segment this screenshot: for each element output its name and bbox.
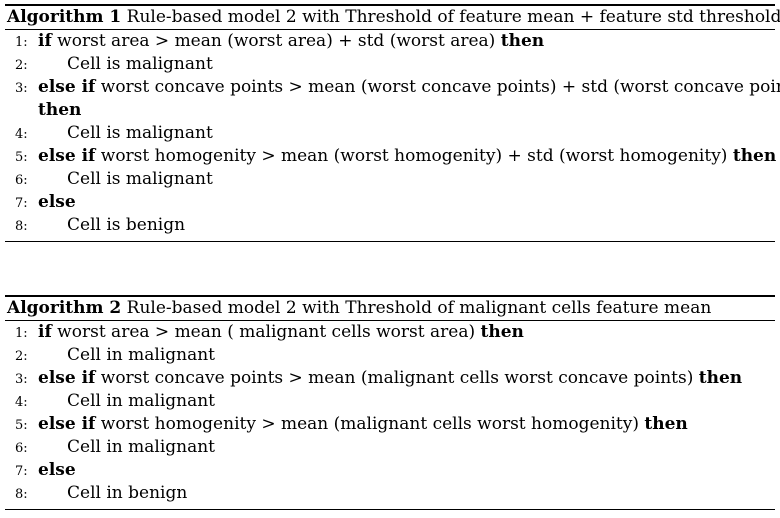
algorithm-line: 5: else if worst homogenity > mean (wors… bbox=[5, 145, 776, 168]
line-text: worst concave points > mean (malignant c… bbox=[95, 368, 699, 388]
line-text: Cell is benign bbox=[67, 215, 186, 235]
keyword: else bbox=[38, 460, 76, 480]
algorithm-line: 2: Cell is malignant bbox=[5, 53, 775, 76]
line-number: 2: bbox=[15, 58, 28, 73]
line-number: 7: bbox=[15, 196, 28, 211]
top-rule bbox=[5, 4, 775, 6]
caption-rule bbox=[5, 320, 775, 321]
line-code: then bbox=[38, 99, 81, 122]
line-text: Cell is malignant bbox=[67, 169, 213, 189]
line-text: worst concave points > mean (worst conca… bbox=[95, 77, 780, 97]
line-text: Cell in benign bbox=[67, 483, 188, 503]
algorithm-line: 8: Cell is benign bbox=[5, 214, 775, 237]
algorithm-label: Algorithm 1 bbox=[7, 7, 122, 27]
line-text: Cell in malignant bbox=[67, 345, 216, 365]
algorithm-line: 3: else if worst concave points > mean (… bbox=[5, 367, 775, 390]
keyword: else if bbox=[38, 368, 96, 388]
line-text: worst homogenity > mean (malignant cells… bbox=[95, 414, 645, 434]
algorithm-line: 2: Cell in malignant bbox=[5, 344, 775, 367]
line-number: 1: bbox=[15, 35, 28, 50]
algorithm-line-continuation: then bbox=[5, 99, 775, 122]
line-code: if worst area > mean (worst area) + std … bbox=[38, 30, 544, 53]
algorithm-caption: Algorithm 1 Rule-based model 2 with Thre… bbox=[5, 6, 780, 29]
algorithm-line: 6: Cell in malignant bbox=[5, 436, 775, 459]
line-code: Cell is malignant bbox=[67, 168, 213, 191]
algorithm-line: 3: else if worst concave points > mean (… bbox=[5, 76, 780, 99]
line-code: Cell is malignant bbox=[67, 122, 213, 145]
algorithm-line: 7: else bbox=[5, 459, 775, 482]
line-text: Cell in malignant bbox=[67, 437, 216, 457]
algorithm-2: Algorithm 2 Rule-based model 2 with Thre… bbox=[5, 295, 775, 510]
line-number: 1: bbox=[15, 326, 28, 341]
keyword: else bbox=[38, 192, 76, 212]
line-code: Cell in malignant bbox=[67, 390, 215, 413]
line-number: 2: bbox=[15, 349, 28, 364]
keyword: then bbox=[500, 31, 545, 51]
line-text: Cell is malignant bbox=[67, 123, 213, 143]
algorithm-title: Rule-based model 2 with Threshold of mal… bbox=[126, 298, 712, 318]
line-code: if worst area > mean ( malignant cells w… bbox=[38, 321, 524, 344]
line-code: else if worst concave points > mean (mal… bbox=[38, 367, 742, 390]
line-code: Cell in benign bbox=[67, 482, 187, 505]
algorithm-line: 1: if worst area > mean (worst area) + s… bbox=[5, 30, 775, 53]
bottom-rule bbox=[5, 509, 775, 510]
line-number: 8: bbox=[15, 219, 28, 234]
top-rule bbox=[5, 295, 775, 297]
algorithm-line: 4: Cell in malignant bbox=[5, 390, 775, 413]
algorithm-line: 5: else if worst homogenity > mean (mali… bbox=[5, 413, 775, 436]
algorithm-line: 8: Cell in benign bbox=[5, 482, 775, 505]
caption-rule bbox=[5, 29, 775, 30]
line-code: else bbox=[38, 459, 76, 482]
line-number: 6: bbox=[15, 441, 28, 456]
keyword: else if bbox=[38, 414, 96, 434]
algorithm-label: Algorithm 2 bbox=[7, 298, 122, 318]
line-text: worst area > mean ( malignant cells wors… bbox=[51, 322, 481, 342]
keyword: then bbox=[644, 414, 688, 434]
line-number: 5: bbox=[15, 418, 28, 433]
keyword: then bbox=[732, 146, 777, 166]
algorithm-1: Algorithm 1 Rule-based model 2 with Thre… bbox=[5, 4, 780, 242]
line-number: 3: bbox=[15, 81, 28, 96]
keyword: if bbox=[38, 31, 52, 51]
line-number: 7: bbox=[15, 464, 28, 479]
line-text: Cell is malignant bbox=[67, 54, 213, 74]
keyword: then bbox=[698, 368, 743, 388]
line-code: else if worst homogenity > mean (maligna… bbox=[38, 413, 688, 436]
line-number: 5: bbox=[15, 150, 28, 165]
keyword: if bbox=[38, 322, 52, 342]
keyword: else if bbox=[38, 77, 96, 97]
line-code: Cell is benign bbox=[67, 214, 185, 237]
keyword: then bbox=[38, 100, 82, 120]
line-text: Cell in malignant bbox=[67, 391, 216, 411]
line-code: else if worst concave points > mean (wor… bbox=[38, 76, 780, 99]
line-text: worst area > mean (worst area) + std (wo… bbox=[51, 31, 501, 51]
line-number: 3: bbox=[15, 372, 28, 387]
line-number: 8: bbox=[15, 487, 28, 502]
keyword: then bbox=[480, 322, 524, 342]
bottom-rule bbox=[5, 241, 775, 242]
keyword: else if bbox=[38, 146, 96, 166]
line-code: Cell is malignant bbox=[67, 53, 213, 76]
line-code: Cell in malignant bbox=[67, 344, 215, 367]
line-number: 4: bbox=[15, 395, 28, 410]
line-code: else bbox=[38, 191, 76, 214]
algorithm-caption: Algorithm 2 Rule-based model 2 with Thre… bbox=[5, 297, 775, 320]
algorithm-title: Rule-based model 2 with Threshold of fea… bbox=[126, 7, 780, 27]
algorithm-line: 7: else bbox=[5, 191, 775, 214]
line-number: 4: bbox=[15, 127, 28, 142]
algorithm-line: 6: Cell is malignant bbox=[5, 168, 775, 191]
algorithm-line: 1: if worst area > mean ( malignant cell… bbox=[5, 321, 775, 344]
line-number: 6: bbox=[15, 173, 28, 188]
line-text: worst homogenity > mean (worst homogenit… bbox=[95, 146, 733, 166]
line-code: Cell in malignant bbox=[67, 436, 215, 459]
line-code: else if worst homogenity > mean (worst h… bbox=[38, 145, 776, 168]
algorithm-line: 4: Cell is malignant bbox=[5, 122, 775, 145]
